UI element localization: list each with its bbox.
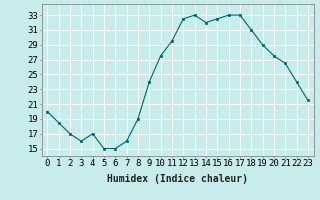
X-axis label: Humidex (Indice chaleur): Humidex (Indice chaleur) <box>107 174 248 184</box>
